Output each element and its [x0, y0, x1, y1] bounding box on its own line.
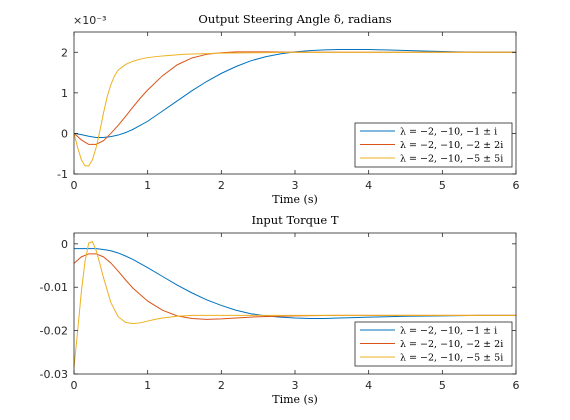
x-axis-label: Time (s) — [272, 393, 318, 406]
legend-label: λ = −2, −10, −5 ± 5i — [400, 154, 503, 165]
axes-steering-angle: Output Steering Angle δ, radians ×10⁻³ 0… — [57, 12, 519, 206]
legend-label: λ = −2, −10, −2 ± 2i — [400, 339, 503, 350]
x-tick-label: 4 — [365, 179, 372, 192]
x-tick-label: 2 — [218, 379, 225, 392]
y-tick-label: 0 — [61, 238, 68, 251]
plot-lines — [73, 241, 516, 368]
x-tick-label: 1 — [144, 179, 151, 192]
y-exponent-label: ×10⁻³ — [73, 14, 106, 27]
series-line-3 — [73, 51, 516, 167]
y-tick-label: -0.02 — [40, 325, 68, 338]
series-line-1 — [73, 48, 516, 138]
x-tick-label: 3 — [292, 379, 299, 392]
x-axis-label: Time (s) — [272, 193, 318, 206]
y-tick-label: 0 — [61, 127, 68, 140]
y-tick-label: 1 — [61, 87, 68, 100]
legend-label: λ = −2, −10, −5 ± 5i — [400, 353, 503, 364]
legend-label: λ = −2, −10, −1 ± i — [400, 127, 497, 138]
tick-marks: 0 1 2 3 4 5 6 -0.03 -0.02 -0.01 0 — [40, 233, 520, 392]
legend-label: λ = −2, −10, −2 ± 2i — [400, 140, 503, 151]
x-tick-label: 4 — [365, 379, 372, 392]
y-tick-label: -0.01 — [40, 281, 68, 294]
y-tick-label: -0.03 — [40, 368, 68, 381]
legend: λ = −2, −10, −1 ± i λ = −2, −10, −2 ± 2i λ… — [354, 122, 513, 168]
chart-title: Input Torque T — [251, 213, 338, 227]
x-tick-label: 5 — [439, 179, 446, 192]
x-tick-label: 0 — [71, 179, 78, 192]
y-tick-label: 2 — [61, 46, 68, 59]
legend-label: λ = −2, −10, −1 ± i — [400, 326, 497, 337]
legend: λ = −2, −10, −1 ± i λ = −2, −10, −2 ± 2i λ… — [354, 321, 513, 367]
x-tick-label: 5 — [439, 379, 446, 392]
x-tick-label: 6 — [513, 179, 520, 192]
x-tick-label: 2 — [218, 179, 225, 192]
series-line-1 — [74, 248, 516, 319]
x-tick-label: 6 — [513, 379, 520, 392]
x-tick-label: 0 — [71, 379, 78, 392]
x-tick-label: 1 — [144, 379, 151, 392]
axes-input-torque: Input Torque T 0 1 2 3 4 5 6 -0.03 -0.02 -0.01 0 T… — [40, 213, 520, 406]
y-tick-label: -1 — [57, 168, 68, 181]
series-line-3 — [73, 241, 516, 368]
chart-title: Output Steering Angle δ, radians — [198, 12, 391, 26]
x-tick-label: 3 — [292, 179, 299, 192]
plot-lines — [73, 48, 516, 167]
